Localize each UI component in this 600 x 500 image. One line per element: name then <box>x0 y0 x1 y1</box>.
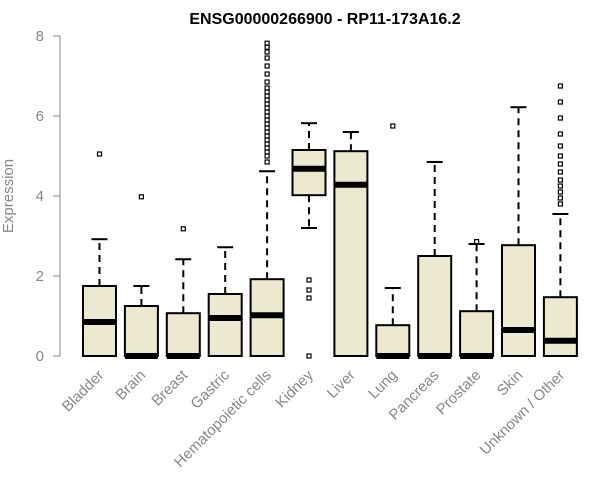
box-liver <box>333 131 369 357</box>
y-tick-label: 0 <box>36 348 44 365</box>
outlier-point <box>557 143 564 149</box>
box-rect <box>542 296 578 358</box>
outlier-point <box>264 71 270 77</box>
box-rect <box>165 312 201 358</box>
x-tick-label: Bladder <box>59 367 108 416</box>
x-tick-label: Prostate <box>433 367 485 419</box>
outlier-point <box>264 55 270 61</box>
outlier-point <box>557 195 564 201</box>
outlier-point <box>264 145 270 151</box>
box-rect <box>501 244 536 357</box>
outlier-point <box>264 79 270 85</box>
x-tick-label: Skin <box>494 367 527 400</box>
outlier-point <box>180 226 186 232</box>
outlier-point <box>264 141 270 147</box>
outlier-point <box>557 169 564 175</box>
box-rect <box>417 255 453 357</box>
box-rect <box>291 149 327 197</box>
box-unknown-other <box>542 83 578 358</box>
x-tick-label: Brain <box>112 367 149 404</box>
box-rect <box>207 293 243 357</box>
box-rect <box>123 305 159 357</box>
outlier-point <box>264 40 270 46</box>
outlier-point <box>264 49 270 55</box>
x-tick-label: Kidney <box>272 366 317 411</box>
y-tick-label: 6 <box>36 108 44 125</box>
outlier-point <box>264 129 270 135</box>
chart-title: ENSG00000266900 - RP11-173A16.2 <box>189 11 460 28</box>
x-tick-label: Breast <box>148 366 191 409</box>
outlier-point <box>264 63 270 69</box>
outlier-point <box>138 194 144 200</box>
outlier-point <box>474 239 480 245</box>
outlier-point <box>264 85 270 91</box>
box-lung <box>375 123 411 359</box>
outlier-point <box>557 177 564 183</box>
x-tick-label: Liver <box>324 367 359 402</box>
outlier-point <box>264 133 270 139</box>
outlier-point <box>264 153 270 159</box>
box-skin <box>501 106 536 357</box>
outlier-point <box>390 123 396 129</box>
outlier-point <box>96 151 103 157</box>
outlier-point <box>557 153 564 159</box>
outlier-point <box>557 189 564 195</box>
y-tick-label: 8 <box>36 28 44 45</box>
outlier-point <box>557 99 564 105</box>
box-hematopoietic-cells <box>249 40 285 358</box>
outlier-point <box>557 115 564 121</box>
outlier-point <box>306 295 312 301</box>
y-axis-label: Expression <box>0 159 17 233</box>
box-rect <box>459 310 495 358</box>
outlier-point <box>306 277 312 283</box>
outlier-point <box>264 137 270 143</box>
outlier-point <box>557 183 564 189</box>
boxes-group <box>82 40 578 359</box>
outlier-point <box>264 159 270 165</box>
outlier-point <box>557 201 564 207</box>
box-rect <box>375 324 411 358</box>
box-bladder <box>82 151 117 357</box>
y-axis: 0 2 4 6 8 <box>36 28 61 365</box>
box-breast <box>165 226 201 359</box>
outlier-point <box>557 83 564 89</box>
box-prostate <box>459 239 495 359</box>
x-tick-label: Lung <box>365 367 401 403</box>
y-tick-label: 2 <box>36 268 44 285</box>
outlier-point <box>557 131 564 137</box>
outlier-point <box>264 149 270 155</box>
box-kidney <box>291 122 327 359</box>
outlier-point <box>306 353 312 359</box>
y-tick-label: 4 <box>36 188 44 205</box>
outlier-point <box>306 287 312 293</box>
box-brain <box>123 194 159 359</box>
box-gastric <box>207 246 243 357</box>
outlier-point <box>557 161 564 167</box>
box-pancreas <box>417 161 453 359</box>
